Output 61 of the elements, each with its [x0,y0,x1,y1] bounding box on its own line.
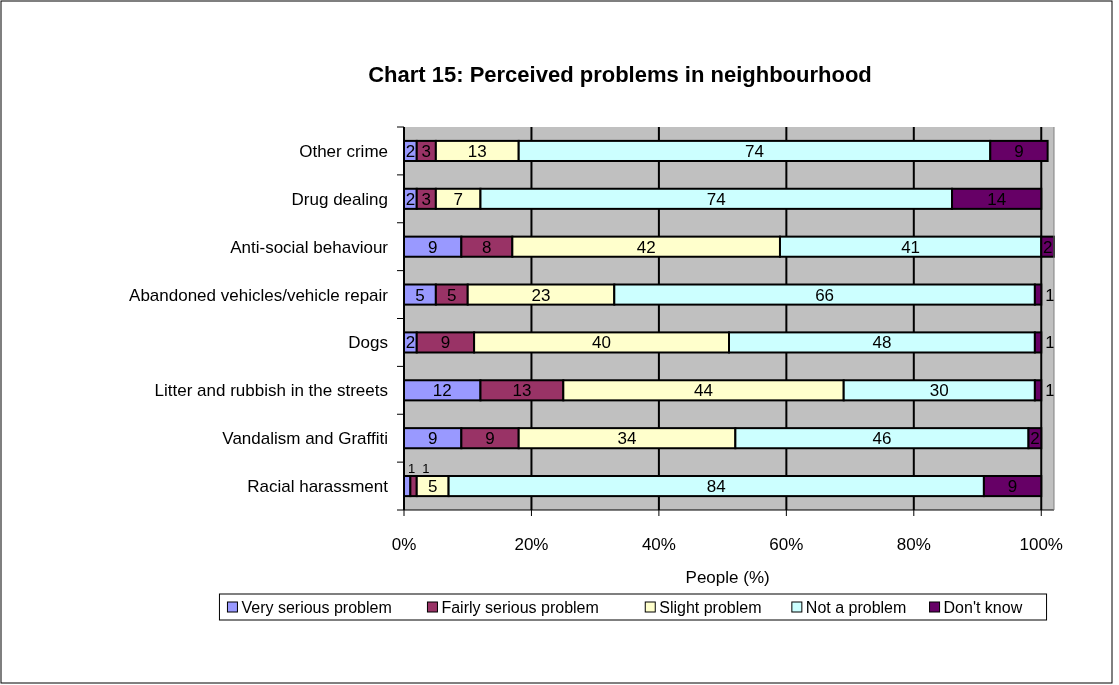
data-label: 2 [1042,237,1053,257]
x-tick-label: 80% [896,535,931,554]
data-label: 48 [872,333,892,353]
x-tick-label: 60% [769,535,804,554]
y-tick-label: Other crime [299,141,388,161]
data-label: 66 [815,285,835,305]
data-label: 13 [512,381,532,401]
data-label: 2 [405,141,416,161]
x-tick-label: 20% [514,535,549,554]
data-label: 5 [415,285,425,305]
data-label: 74 [706,189,726,209]
legend-label: Not a problem [805,599,907,616]
data-label: 7 [453,189,463,209]
data-label: 9 [1014,141,1024,161]
data-label: 40 [592,333,612,353]
y-tick-label: Anti-social behaviour [230,237,389,257]
y-tick-label: Racial harassment [247,477,389,497]
y-tick-label: Vandalism and Graffiti [222,429,388,449]
data-label: 74 [745,141,764,161]
data-label: 1 [1045,285,1055,305]
y-tick-label: Abandoned vehicles/vehicle repair [129,285,389,305]
data-label: 5 [447,285,457,305]
x-tick-label: 0% [391,535,417,554]
data-label: 9 [440,333,451,353]
data-label: 84 [706,477,726,497]
data-label: 3 [421,189,432,209]
legend-label: Fairly serious problem [441,599,599,616]
legend-label: Slight problem [659,599,762,616]
data-label: 2 [1030,429,1040,449]
data-label: 46 [872,429,892,449]
data-label: 2 [405,189,416,209]
x-axis-title: People (%) [685,568,770,587]
data-label: 1 [1045,333,1055,353]
data-label: 1 [1045,381,1055,401]
data-label: 12 [432,381,452,401]
data-label: 42 [636,237,656,257]
data-label: 9 [1007,477,1018,497]
y-tick-label: Dogs [348,333,388,353]
legend-label: Don't know [943,599,1023,616]
data-label: 41 [901,237,921,257]
data-label: 5 [427,477,438,497]
chart-title: Chart 15: Perceived problems in neighbourhood [368,62,872,87]
data-label: 14 [987,189,1007,209]
data-label: 9 [485,429,495,449]
data-label: 1 [408,461,416,477]
y-tick-label: Litter and rubbish in the streets [154,381,388,401]
data-label: 1 [422,461,430,477]
data-label: 2 [405,333,416,353]
data-label: 8 [482,237,492,257]
data-label: 30 [929,381,949,401]
data-label: 34 [617,429,637,449]
data-label: 23 [531,285,551,305]
legend-label: Very serious problem [241,599,392,616]
y-tick-label: Drug dealing [291,189,388,209]
x-tick-label: 100% [1019,535,1063,554]
x-tick-label: 40% [641,535,676,554]
data-label: 9 [427,429,438,449]
data-label: 44 [694,381,713,401]
data-label: 13 [467,141,487,161]
data-label: 9 [427,237,438,257]
data-label: 3 [421,141,432,161]
